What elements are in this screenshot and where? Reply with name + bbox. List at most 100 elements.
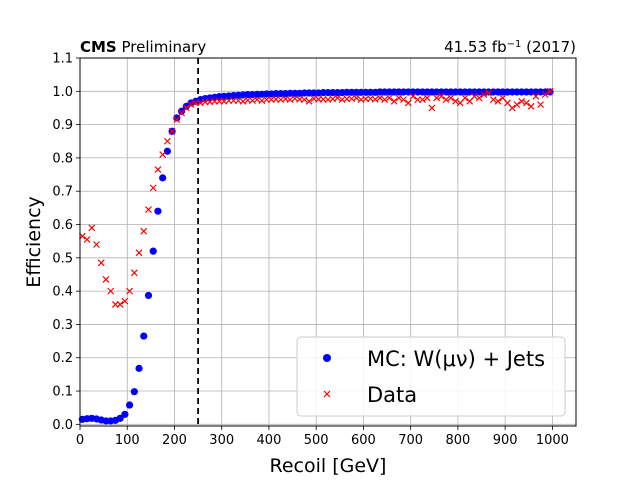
y-tick-label: 1.1: [52, 52, 73, 67]
data-point: [159, 151, 167, 159]
legend-data-x: [323, 390, 331, 398]
data-point: [437, 92, 445, 100]
experiment-label: CMS Preliminary: [80, 38, 206, 56]
data-point: [83, 236, 91, 243]
data-point: [423, 94, 431, 102]
data-point: [116, 301, 124, 308]
data-point: [154, 166, 162, 173]
data-point: [145, 206, 152, 213]
mc-point: [116, 414, 124, 422]
y-tick-label: 0.5: [52, 251, 73, 266]
data-point: [149, 184, 157, 192]
data-point: [187, 101, 195, 109]
x-tick-label: 500: [304, 433, 329, 448]
data-point: [102, 276, 110, 283]
mc-point: [163, 147, 171, 155]
data-point: [522, 99, 530, 107]
data-point: [546, 87, 554, 95]
data-point: [433, 94, 441, 102]
data-point: [385, 94, 393, 102]
data-point: [107, 287, 115, 295]
mc-point: [140, 332, 148, 340]
y-tick-label: 0.4: [52, 285, 73, 300]
x-tick-label: 600: [351, 433, 376, 448]
mc-point: [159, 174, 167, 182]
data-point: [130, 269, 138, 277]
data-point: [163, 137, 171, 145]
x-tick-label: 800: [445, 433, 470, 448]
y-tick-label: 0.7: [52, 185, 73, 200]
plot-frame: [79, 57, 577, 427]
data-point: [300, 96, 308, 104]
y-tick-label: 0.1: [52, 385, 73, 400]
axis-ticks: 0 100 200 300 400 500 600 700 800 900 1000 0.0 0.1 0.…: [52, 52, 569, 449]
x-tick-label: 200: [162, 433, 187, 448]
data-point: [173, 116, 181, 124]
data-point: [371, 95, 379, 103]
data-point: [93, 241, 100, 248]
data-point: [471, 92, 478, 100]
data-point: [527, 102, 535, 110]
mc-point: [177, 107, 186, 115]
y-axis-label: Efficiency: [23, 196, 45, 288]
cms-label: CMS: [80, 38, 117, 56]
y-tick-label: 0.9: [52, 118, 73, 133]
data-point: [513, 101, 521, 109]
legend-data-marker: [323, 390, 331, 398]
mc-series: [78, 88, 554, 425]
data-point: [140, 227, 148, 235]
mc-point: [130, 388, 138, 396]
data-point: [400, 96, 408, 104]
data-point: [121, 297, 129, 305]
data-point: [475, 94, 483, 102]
x-tick-label: 100: [115, 433, 140, 448]
data-point: [404, 99, 412, 107]
x-tick-label: 900: [493, 433, 518, 448]
mc-point: [149, 247, 157, 255]
x-tick-label: 0: [76, 433, 84, 448]
luminosity-value: 41.53 fb: [444, 38, 507, 56]
legend-mc-marker: [323, 354, 331, 362]
data-point: [518, 97, 526, 105]
data-point: [352, 94, 360, 102]
x-axis-label: Recoil [GeV]: [270, 455, 387, 477]
y-tick-label: 0.0: [52, 418, 73, 433]
data-point: [334, 94, 341, 102]
data-point: [126, 287, 134, 295]
data-point: [442, 96, 450, 104]
data-point: [447, 94, 455, 102]
data-point: [541, 91, 549, 99]
luminosity-year: (2017): [521, 38, 576, 56]
data-point: [489, 96, 497, 104]
data-point: [395, 94, 403, 102]
data-point: [480, 91, 488, 99]
data-series: [78, 87, 554, 308]
x-tick-label: 1000: [536, 433, 569, 448]
data-point: [88, 224, 96, 232]
x-tick-label: 300: [209, 433, 234, 448]
data-point: [97, 259, 105, 267]
data-point: [419, 96, 426, 104]
data-point: [537, 101, 544, 109]
data-point: [168, 127, 176, 135]
legend-data-label: Data: [367, 383, 417, 407]
data-point: [390, 97, 398, 105]
data-point: [376, 94, 384, 102]
data-point: [409, 92, 417, 100]
data-point: [135, 249, 143, 257]
data-point: [182, 104, 190, 112]
data-point: [461, 94, 469, 102]
data-point: [494, 97, 502, 105]
data-point: [381, 96, 389, 104]
data-point: [508, 104, 516, 112]
data-point: [485, 89, 493, 97]
mc-point: [154, 207, 162, 215]
legend-mc-label: MC: W(μν) + Jets: [367, 347, 545, 371]
mc-point: [135, 364, 143, 372]
data-point: [452, 97, 459, 105]
mc-point: [144, 291, 153, 300]
mc-point: [121, 410, 129, 418]
legend: MC: W(μν) + Jets Data: [296, 336, 566, 417]
y-tick-label: 0.6: [52, 218, 73, 233]
